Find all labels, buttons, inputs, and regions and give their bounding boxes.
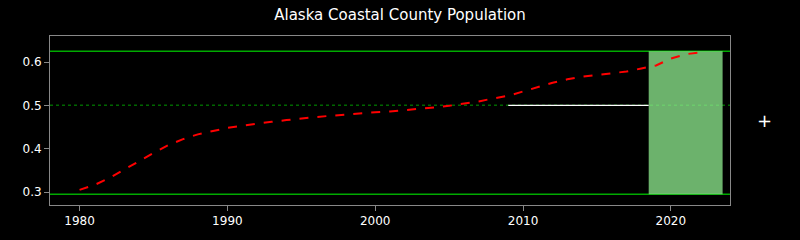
svg-text:2000: 2000 <box>360 214 391 228</box>
svg-text:+: + <box>757 110 772 131</box>
svg-text:0.6: 0.6 <box>23 55 42 69</box>
svg-text:0.3: 0.3 <box>23 185 42 199</box>
svg-text:1980: 1980 <box>64 214 95 228</box>
svg-text:0.4: 0.4 <box>23 142 42 156</box>
svg-text:Alaska Coastal County Populati: Alaska Coastal County Population <box>274 6 525 24</box>
svg-text:1990: 1990 <box>212 214 243 228</box>
svg-text:2020: 2020 <box>656 214 687 228</box>
svg-text:2010: 2010 <box>508 214 539 228</box>
svg-text:0.5: 0.5 <box>23 99 42 113</box>
